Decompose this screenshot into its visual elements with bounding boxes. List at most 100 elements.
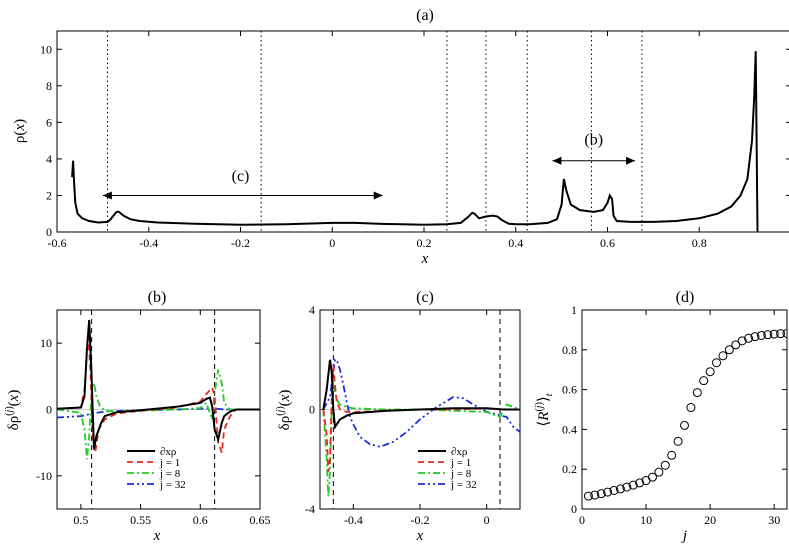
annotation-label: (b) — [584, 131, 603, 148]
data-point — [756, 330, 766, 340]
x-tick-label: 0 — [484, 513, 490, 527]
series-line-j-8 — [322, 379, 520, 497]
y-tick-label: 6 — [46, 115, 52, 129]
x-tick-label: 10 — [640, 513, 652, 527]
panel-a-ylabel: ρ(x) — [12, 119, 28, 143]
data-point — [737, 336, 747, 346]
series-line-j-32 — [57, 407, 260, 419]
y-tick-label: 8 — [46, 79, 52, 93]
data-point — [692, 388, 702, 398]
panel-b-ylabel: δρ(j)(x) — [4, 390, 22, 431]
panel-d-title: (d) — [676, 289, 695, 306]
x-tick-label: -0.2 — [231, 236, 250, 250]
data-point — [712, 358, 722, 368]
data-point — [750, 332, 760, 342]
y-tick-label: 0 — [309, 403, 315, 417]
series-line-j-1 — [322, 364, 520, 472]
y-tick-label: 10 — [40, 336, 52, 350]
panel-c-ylabel: δρ(j)(x) — [275, 390, 293, 431]
data-point — [776, 329, 786, 339]
x-tick-label: 0 — [329, 236, 335, 250]
panel-a-title: (a) — [416, 7, 434, 24]
data-point — [615, 484, 625, 494]
x-tick-label: 0.55 — [130, 513, 151, 527]
y-tick-label: 0 — [46, 225, 52, 239]
y-tick-label: 0.4 — [562, 422, 577, 436]
legend-label: j = 32 — [450, 479, 477, 491]
panel-a: (a) x ρ(x) -0.6 -0.4 -0.2 0 0.2 0.4 0.6 0.8 10 2 4… — [12, 7, 789, 267]
x-tick-label: -0.4 — [344, 513, 363, 527]
data-point — [596, 489, 606, 499]
data-point — [724, 345, 734, 355]
data-point — [744, 333, 754, 343]
data-point — [628, 480, 638, 490]
y-tick-label: -10 — [36, 469, 52, 483]
x-tick-label: 0.6 — [193, 513, 208, 527]
data-point — [647, 472, 657, 482]
data-point — [667, 450, 677, 460]
y-tick-label: 2 — [46, 188, 52, 202]
data-point — [718, 351, 728, 361]
x-tick-label: 0.2 — [417, 236, 432, 250]
legend-label: ∂xρ — [160, 446, 177, 458]
panel-b-title: (b) — [148, 289, 167, 306]
plot-area-a — [71, 31, 759, 232]
panel-c: (c) x δρ(j)(x) -0.4 -0.2 0-404∂xρj = 1j = … — [275, 289, 521, 544]
series-line--x- — [71, 51, 759, 232]
data-point — [763, 330, 773, 340]
data-point — [622, 482, 632, 492]
annotation-arrowhead-left — [552, 156, 562, 165]
panel-a-xlabel: x — [421, 251, 429, 267]
data-point — [699, 376, 709, 386]
y-tick-label: -4 — [305, 502, 315, 516]
plot-area-d — [583, 328, 787, 501]
legend-label: j = 1 — [450, 457, 471, 469]
series-line--x- — [57, 319, 260, 450]
data-point — [731, 340, 741, 350]
data-point — [660, 460, 670, 470]
panel-d-frame — [581, 309, 788, 510]
panel-d-ylabel: ⟨R(j)⟩t — [534, 393, 555, 426]
plot-area-b — [57, 310, 260, 509]
panel-c-title: (c) — [416, 289, 434, 306]
y-tick-label: 0.6 — [562, 383, 577, 397]
panel-a-frame — [56, 30, 789, 233]
annotation-arrowhead-left — [102, 191, 112, 200]
y-tick-label: 0.8 — [562, 343, 577, 357]
y-tick-label: 4 — [46, 152, 52, 166]
x-tick-label: -0.6 — [48, 236, 67, 250]
data-point — [590, 490, 600, 500]
legend-label: ∂xρ — [451, 446, 468, 458]
y-tick-label: 1 — [571, 303, 577, 317]
legend-label: j = 8 — [450, 468, 472, 480]
annotation-arrowhead-right — [626, 156, 636, 165]
data-point — [635, 478, 645, 488]
x-tick-label: 0.5 — [73, 513, 88, 527]
x-tick-label: 0.65 — [250, 513, 271, 527]
x-tick-label: 0.8 — [692, 236, 707, 250]
y-tick-label: 10 — [40, 42, 52, 56]
panel-d: (d) j ⟨R(j)⟩t 0 10 20 30 0 0.2 0.4 0.6 0.8 1 — [534, 289, 788, 544]
data-point — [705, 367, 715, 377]
data-point — [654, 467, 664, 477]
y-tick-label: 0 — [46, 403, 52, 417]
x-tick-label: 20 — [704, 513, 716, 527]
data-point — [680, 420, 689, 430]
data-point — [673, 436, 683, 446]
y-tick-label: 0.2 — [562, 462, 577, 476]
panel-d-xlabel: j — [681, 528, 687, 544]
panel-c-xlabel: x — [416, 528, 424, 544]
x-tick-label: 0.6 — [600, 236, 615, 250]
data-point — [686, 403, 696, 413]
plot-area-c — [320, 310, 520, 509]
legend-label: j = 8 — [159, 468, 181, 480]
y-tick-label: 0 — [571, 502, 577, 516]
series-line-j-32 — [322, 358, 520, 448]
panel-b: (b) x δρ(j)(x) 0.5 0.55 0.6 0.65-10010∂xρj … — [4, 289, 271, 544]
annotation-label: (c) — [232, 168, 250, 185]
x-tick-label: 30 — [768, 513, 780, 527]
legend-label: j = 32 — [159, 479, 186, 491]
legend-label: j = 1 — [159, 457, 180, 469]
series-line--x- — [322, 359, 520, 430]
data-point — [583, 491, 593, 501]
